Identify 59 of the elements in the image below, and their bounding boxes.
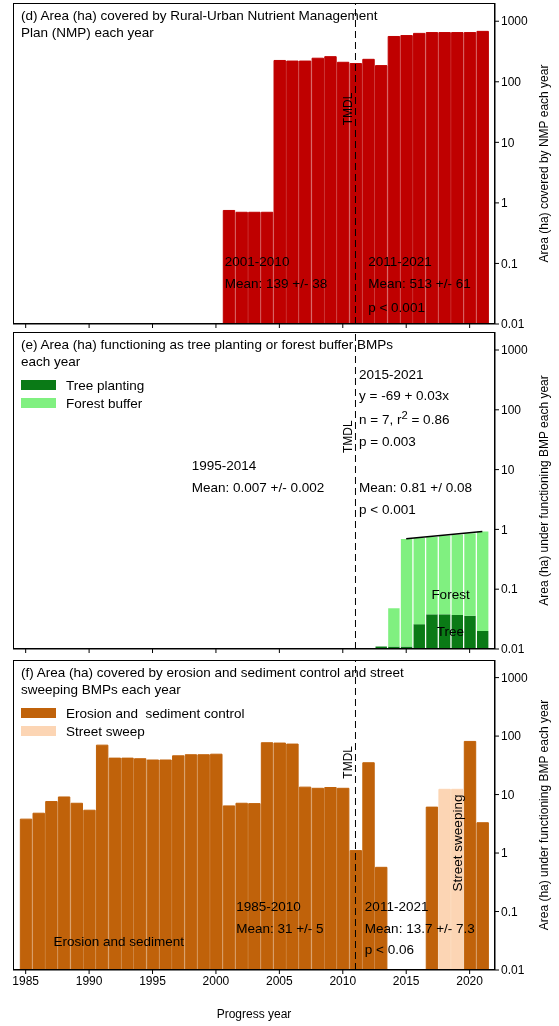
annotation: p < 0.001 — [359, 501, 416, 517]
annotation: Mean: 513 +/- 61 — [368, 275, 471, 291]
text: (d) Area (ha) covered by Rural-Urban Nutrient Management Plan (NMP) each year — [21, 7, 379, 41]
annotation: y = -69 + 0.03x — [359, 387, 450, 403]
y-tick-label: 1000 — [501, 14, 529, 29]
x-axis-title: Progress year — [216, 1007, 292, 1021]
annotation: 2011-2021 — [368, 253, 432, 269]
text: (e) Area (ha) functioning as tree planting or forest buffer BMPs each year — [21, 337, 393, 369]
ref-line-label: TMDL — [341, 745, 356, 779]
legend-label: Tree planting — [66, 377, 145, 393]
annotation: Mean: 31 +/- 5 — [236, 920, 324, 936]
legend-label: Forest buffer — [66, 395, 143, 411]
y-tick-label: 1 — [501, 196, 508, 211]
y-tick-label: 0.01 — [501, 317, 525, 332]
y-tick-label: 0.1 — [501, 904, 519, 919]
y-tick-label: 1000 — [501, 343, 529, 358]
y-tick-label: 10 — [501, 787, 515, 802]
annotation: Mean: 139 +/- 38 — [224, 275, 328, 291]
x-tick-label: 1995 — [139, 973, 167, 988]
x-tick-label: 2005 — [266, 973, 294, 988]
y-tick-label: 1 — [501, 846, 508, 861]
y-axis-title: Area (ha) under functioning BMP each year — [537, 699, 551, 931]
y-tick-label: 10 — [501, 462, 515, 477]
y-tick-label: 100 — [501, 403, 522, 418]
annotation: 1985-2010 — [236, 898, 301, 914]
y-tick-label: 0.01 — [501, 642, 525, 657]
annotation: p < 0.001 — [368, 299, 425, 315]
legend-label: Erosion and sediment control — [66, 705, 245, 721]
x-tick-label: 2015 — [392, 973, 420, 988]
y-axis-title: Area (ha) under functioning BMP each year — [537, 375, 551, 606]
x-tick-label: 1990 — [75, 973, 103, 988]
annotation: n = 7, r$^{2}$ = 0.86 — [359, 408, 450, 428]
x-tick-label: 1985 — [12, 973, 40, 988]
y-tick-label: 10 — [501, 135, 515, 150]
annotation: p = 0.003 — [359, 433, 416, 449]
annotation: 2001-2010 — [224, 253, 290, 269]
y-tick-label: 100 — [501, 729, 522, 744]
x-tick-label: 2020 — [456, 973, 484, 988]
legend-label: Street sweep — [66, 723, 145, 739]
y-tick-label: 0.1 — [501, 256, 519, 271]
annotation: Erosion and sediment — [53, 933, 185, 949]
y-tick-label: 1 — [501, 522, 508, 537]
annotation: p < 0.06 — [364, 941, 415, 957]
annotation: Mean: 0.007 +/- 0.002 — [191, 479, 325, 495]
y-tick-label: 100 — [501, 75, 522, 90]
y-tick-label: 1000 — [501, 670, 529, 685]
x-tick-label: 2000 — [202, 973, 230, 988]
ref-line-label: TMDL — [341, 419, 356, 453]
y-tick-label: 0.01 — [501, 963, 525, 978]
y-tick-label: 0.1 — [501, 582, 519, 597]
annotation: 2015-2021 — [359, 366, 424, 382]
text: (f) Area (ha) covered by erosion and sediment control and street sweeping BMPs each year — [21, 664, 405, 698]
annotation: Street sweeping — [449, 794, 465, 892]
annotation: Forest — [431, 586, 470, 602]
x-tick-label: 2010 — [329, 973, 357, 988]
ref-line-label: TMDL — [341, 92, 356, 126]
annotation: 1995-2014 — [191, 457, 257, 473]
y-axis-title: Area (ha) covered by NMP each year — [537, 64, 551, 263]
annotation: Mean: 0.81 +/ 0.08 — [359, 479, 473, 495]
